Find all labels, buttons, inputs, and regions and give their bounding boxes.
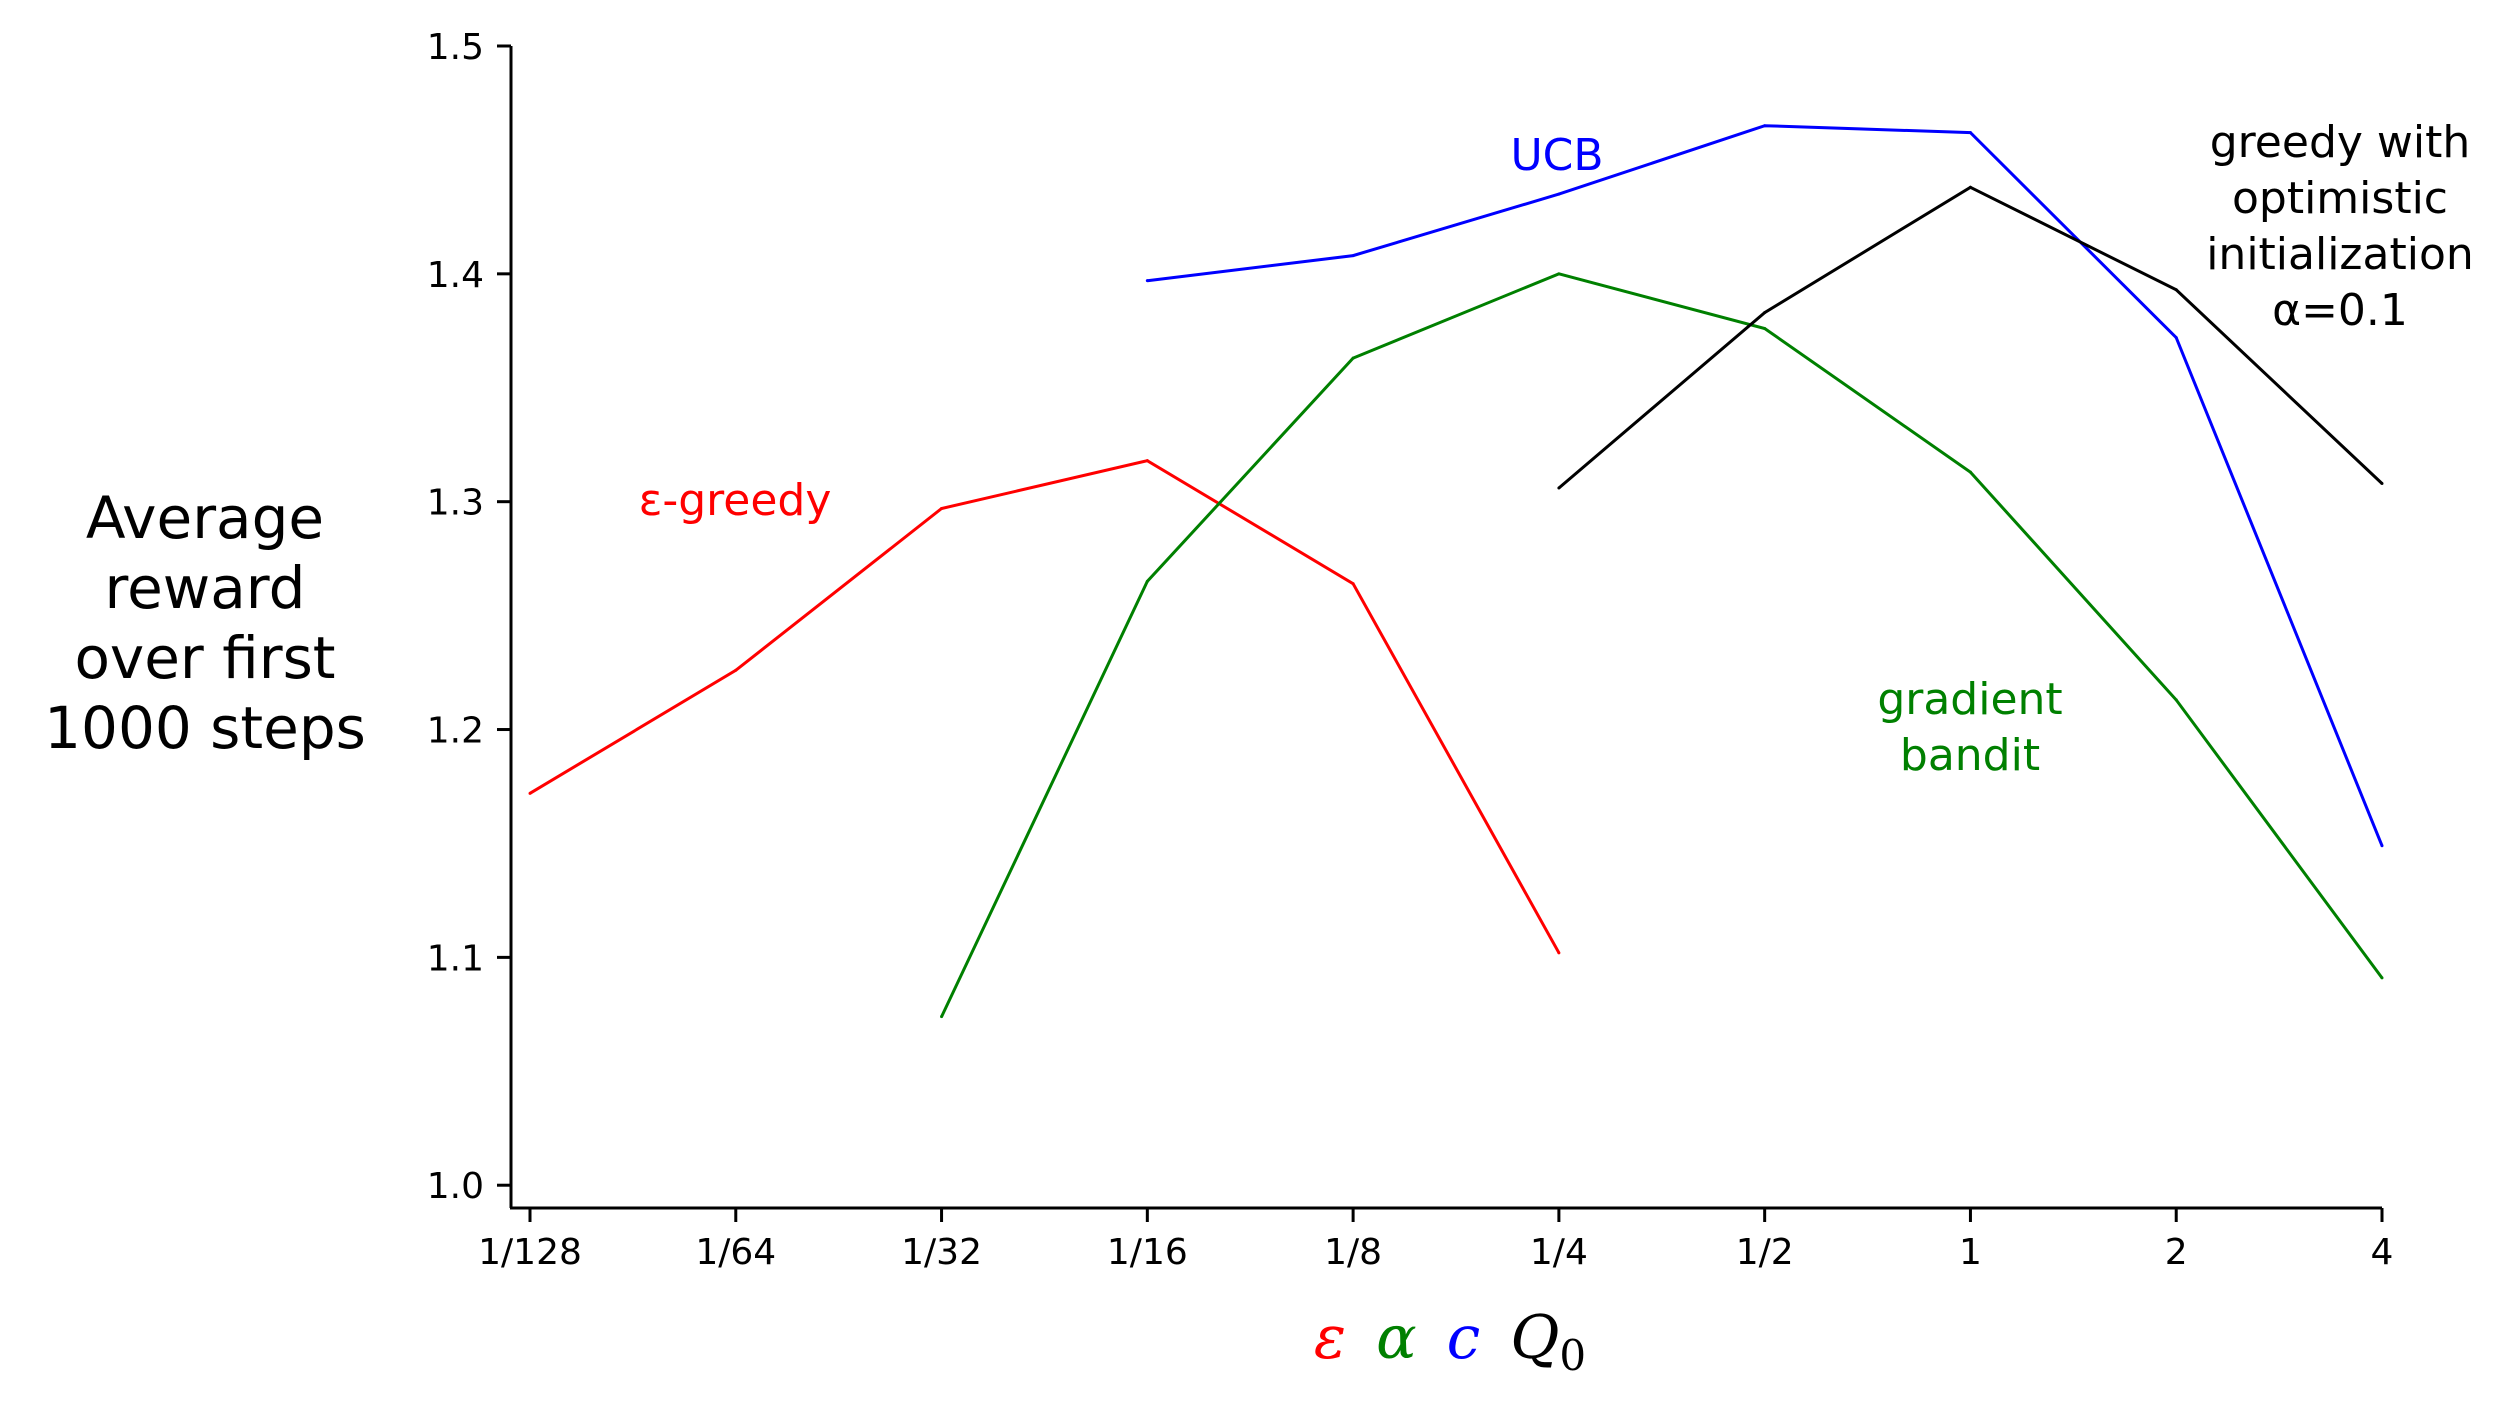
data-point — [1351, 356, 1355, 360]
x-tick-label: 1/16 — [1107, 1232, 1188, 1273]
data-point — [1351, 254, 1355, 258]
data-point — [2174, 698, 2178, 702]
data-point — [2380, 481, 2384, 485]
series-line — [529, 459, 1561, 954]
series-group — [528, 124, 2384, 1019]
data-point — [1763, 311, 1767, 315]
data-point — [1557, 951, 1561, 955]
data-point — [1968, 470, 1972, 474]
data-point — [1763, 124, 1767, 128]
y-tick-label: 1.2 — [427, 711, 484, 752]
y-axis-label-line: over first — [74, 624, 335, 692]
x-tick-label: 1 — [1959, 1232, 1982, 1273]
y-tick-label: 1.3 — [427, 483, 484, 524]
data-point — [1763, 327, 1767, 331]
series-label: ε-greedy — [639, 475, 832, 526]
x-tick-label: 4 — [2371, 1232, 2394, 1273]
data-point — [2174, 336, 2178, 340]
x-tick-label: 1/2 — [1736, 1232, 1794, 1273]
data-point — [1557, 272, 1561, 276]
x-tick-label: 1/8 — [1324, 1232, 1382, 1273]
x-tick-label: 1/32 — [901, 1232, 982, 1273]
series-label: initialization — [2206, 229, 2474, 280]
data-point — [1145, 579, 1149, 583]
data-point — [1145, 459, 1149, 463]
y-tick-label: 1.4 — [427, 255, 484, 296]
data-point — [1557, 486, 1561, 490]
y-axis: 1.0 1.1 1.2 1.3 1.4 1.5 — [427, 27, 513, 1208]
x-axis-label-symbol: Q — [1480, 1303, 1559, 1373]
x-axis-label-symbol: ε — [1314, 1303, 1346, 1373]
series-label: UCB — [1510, 130, 1603, 181]
x-tick-label: 1/128 — [478, 1232, 582, 1273]
series-label: greedy with — [2210, 117, 2471, 168]
series-line — [940, 272, 2384, 1018]
data-point — [940, 1015, 944, 1019]
data-point — [734, 668, 738, 672]
x-axis-label-symbol: c — [1417, 1303, 1481, 1373]
data-point — [2174, 288, 2178, 292]
data-point — [1557, 192, 1561, 196]
y-axis-label-line: reward — [105, 554, 306, 622]
data-point — [2380, 976, 2384, 980]
data-point — [1351, 582, 1355, 586]
x-tick-label: 1/64 — [695, 1232, 776, 1273]
data-point — [1145, 279, 1149, 283]
x-tick-label: 2 — [2165, 1232, 2188, 1273]
data-point — [1968, 131, 1972, 135]
y-tick-label: 1.1 — [427, 938, 484, 979]
series-label: α=0.1 — [2272, 285, 2408, 336]
y-tick-label: 1.0 — [427, 1166, 484, 1207]
x-axis: 1/128 1/64 1/32 1/16 1/8 1/4 1/2 1 2 4 — [478, 1206, 2394, 1273]
x-axis-label: ε α c Q0 — [1314, 1303, 1586, 1380]
series-label: bandit — [1900, 730, 2040, 781]
y-axis-label-line: Average — [86, 484, 324, 552]
data-point — [1968, 185, 1972, 189]
data-point — [528, 791, 532, 795]
series-line — [1147, 124, 2384, 847]
x-axis-label-subscript: 0 — [1559, 1331, 1586, 1380]
y-axis-label-line: 1000 steps — [44, 694, 366, 762]
data-point — [940, 507, 944, 511]
x-axis-label-symbol: α — [1346, 1303, 1417, 1373]
series-label: gradient — [1877, 674, 2062, 725]
series-label: optimistic — [2232, 173, 2448, 224]
data-point — [2380, 844, 2384, 848]
y-tick-label: 1.5 — [427, 27, 484, 68]
x-tick-label: 1/4 — [1530, 1232, 1588, 1273]
